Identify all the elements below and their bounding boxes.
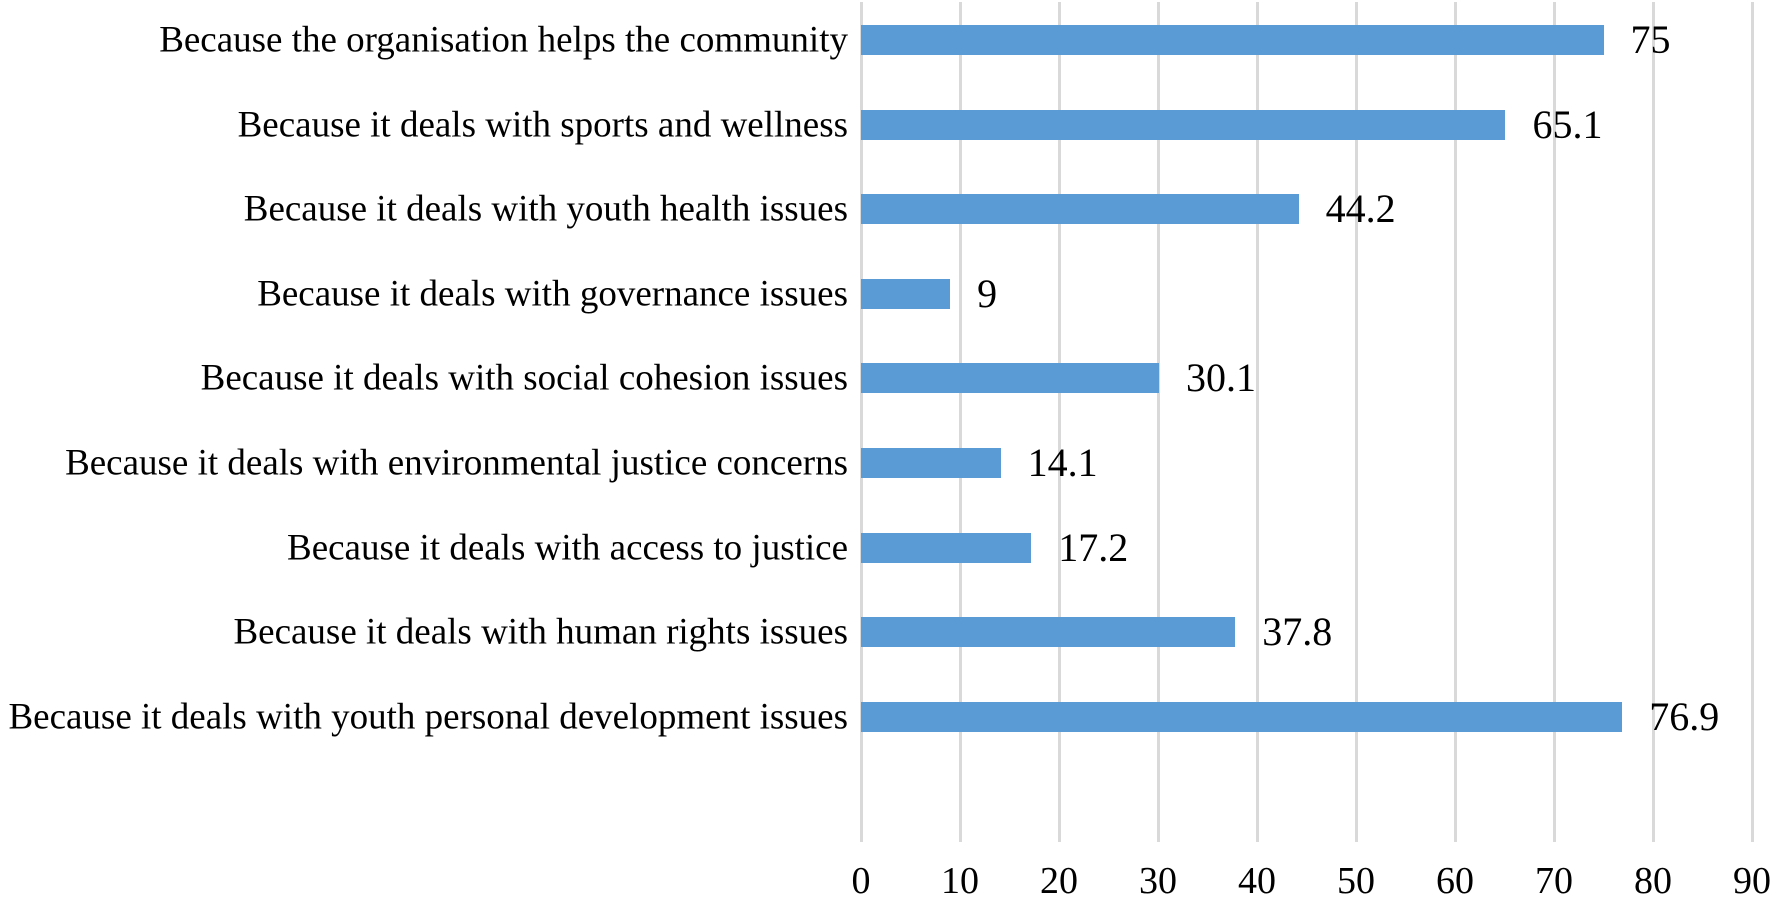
category-label: Because it deals with environmental just…	[65, 442, 848, 484]
x-tick-label: 80	[1634, 860, 1672, 900]
bar	[861, 25, 1604, 55]
value-label: 30.1	[1185, 355, 1256, 401]
category-label: Because it deals with governance issues	[257, 273, 848, 315]
x-tick-label: 20	[1040, 860, 1078, 900]
gridline	[1255, 2, 1259, 842]
x-tick-label: 50	[1337, 860, 1375, 900]
value-label: 75	[1630, 17, 1671, 62]
bar	[861, 109, 1506, 140]
value-label: 37.8	[1262, 609, 1333, 655]
x-tick-label: 0	[851, 860, 871, 900]
bar	[861, 532, 1032, 563]
bar	[861, 617, 1236, 648]
bar	[861, 701, 1623, 732]
x-tick-label: 10	[941, 860, 979, 900]
bar	[861, 194, 1299, 225]
gridline	[859, 2, 863, 842]
category-label: Because it deals with human rights issue…	[233, 611, 848, 653]
x-tick-label: 60	[1436, 860, 1474, 900]
bar	[861, 448, 1001, 478]
bar	[861, 278, 951, 309]
value-label: 44.2	[1325, 186, 1396, 232]
value-label: 76.9	[1649, 693, 1720, 739]
x-tick-label: 70	[1535, 860, 1573, 900]
x-tick-label: 40	[1238, 860, 1276, 900]
category-label: Because it deals with access to justice	[287, 527, 848, 569]
bar	[861, 363, 1159, 394]
x-tick-label: 90	[1733, 860, 1771, 900]
category-label: Because it deals with sports and wellnes…	[237, 104, 848, 146]
gridline	[1750, 2, 1754, 842]
value-label: 14.1	[1027, 440, 1098, 485]
gridline	[958, 2, 962, 842]
gridline	[1552, 2, 1556, 842]
category-label: Because it deals with youth health issue…	[243, 188, 848, 230]
category-label: Because it deals with social cohesion is…	[200, 357, 848, 399]
plot-area	[859, 2, 1754, 842]
category-label: Because the organisation helps the commu…	[159, 19, 848, 61]
x-tick-label: 30	[1139, 860, 1177, 900]
category-label: Because it deals with youth personal dev…	[8, 696, 848, 738]
gridline	[1057, 2, 1061, 842]
value-label: 65.1	[1532, 101, 1603, 147]
value-label: 17.2	[1058, 524, 1129, 570]
gridline	[1651, 2, 1655, 842]
gridline	[1354, 2, 1358, 842]
gridline	[1156, 2, 1160, 842]
value-label: 9	[977, 270, 998, 316]
gridline	[1453, 2, 1457, 842]
